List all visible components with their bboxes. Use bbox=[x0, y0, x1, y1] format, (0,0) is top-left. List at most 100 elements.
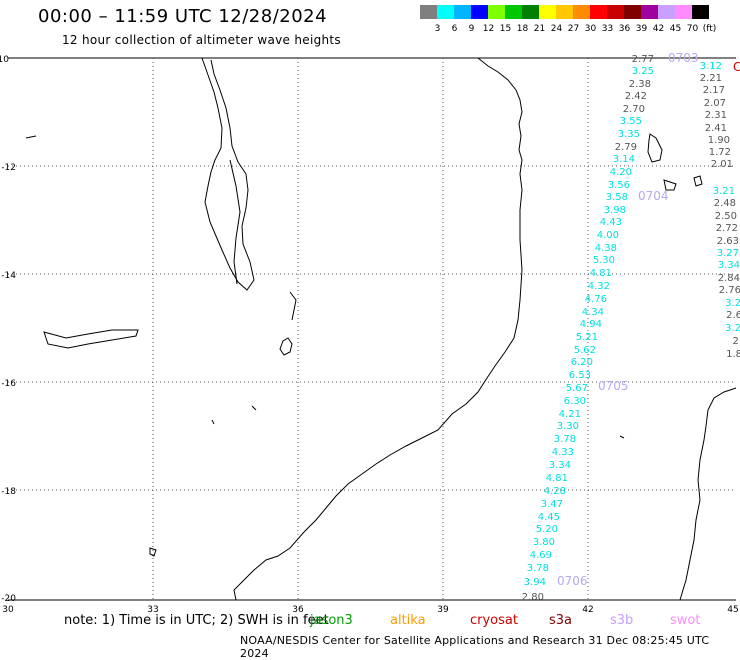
comoros-island-small bbox=[663, 179, 677, 191]
scale-label: 3 bbox=[434, 24, 441, 34]
swh-value: 2.01 bbox=[711, 159, 733, 170]
swh-value: 4.81 bbox=[546, 473, 568, 484]
swh-value: 3.80 bbox=[533, 537, 555, 548]
swh-value: 4.94 bbox=[580, 319, 602, 330]
scale-swatch bbox=[692, 5, 709, 19]
scale-swatch bbox=[675, 5, 692, 19]
swh-value: 4.34 bbox=[582, 307, 604, 318]
swh-value: 5.21 bbox=[576, 332, 598, 343]
swh-value: 4.45 bbox=[538, 512, 560, 523]
swh-value: 3.2 bbox=[725, 298, 740, 309]
lake-chilwa bbox=[279, 337, 293, 356]
lat-label: -20 bbox=[1, 594, 16, 604]
scale-label: 70 bbox=[686, 24, 699, 34]
scale-swatch bbox=[437, 5, 454, 19]
swh-value: 3.78 bbox=[554, 434, 576, 445]
swh-value: 6.53 bbox=[569, 370, 591, 381]
scale-label: 24 bbox=[550, 24, 563, 34]
track-gray-east: 2.21 2.17 2.07 2.31 2.41 1.90 1.72 2.01 … bbox=[700, 73, 740, 360]
pass-label: 0705 bbox=[598, 379, 629, 393]
pass-label: 0703 bbox=[668, 51, 699, 65]
swh-value: 5.20 bbox=[536, 524, 558, 535]
scale-label: 39 bbox=[635, 24, 648, 34]
lon-label: 36 bbox=[292, 605, 304, 615]
scale-swatch bbox=[624, 5, 641, 19]
swh-value: 1.8 bbox=[726, 349, 740, 360]
swh-value: 2.6 bbox=[726, 310, 740, 321]
lon-label: 39 bbox=[437, 605, 449, 615]
swh-value: 3.25 bbox=[632, 66, 654, 77]
lat-label: -18 bbox=[1, 487, 16, 497]
scale-label: (ft) bbox=[702, 24, 717, 34]
scale-label: 27 bbox=[567, 24, 580, 34]
madagascar-coast bbox=[679, 387, 737, 601]
satellite-legend-jason3: jason3 bbox=[310, 613, 353, 628]
swh-value: 4.00 bbox=[597, 230, 619, 241]
swh-value: 2.48 bbox=[714, 198, 736, 209]
scale-swatch bbox=[607, 5, 624, 19]
track-cyan-main: 3.25 3.55 3.35 3.14 4.20 3.56 3.58 3.98 … bbox=[524, 66, 654, 588]
swh-value: 2.76 bbox=[719, 285, 740, 296]
scale-label: 6 bbox=[451, 24, 458, 34]
scale-swatch bbox=[573, 5, 590, 19]
swh-value: 2. bbox=[732, 336, 740, 347]
comoros-island-large bbox=[647, 133, 663, 163]
swh-value: 5.30 bbox=[593, 255, 615, 266]
satellite-legend-altika: altika bbox=[390, 613, 426, 628]
swh-value: 3.27 bbox=[717, 248, 739, 259]
swh-value: 2.31 bbox=[705, 110, 727, 121]
pass-label: 0706 bbox=[557, 574, 588, 588]
swh-value: 4.20 bbox=[610, 167, 632, 178]
lake-malawi-outline bbox=[201, 57, 255, 291]
scale-label: 33 bbox=[601, 24, 614, 34]
swh-value: 3.14 bbox=[613, 154, 635, 165]
scale-swatch bbox=[658, 5, 675, 19]
swh-value: 2.84 bbox=[718, 273, 740, 284]
swh-value: 4.38 bbox=[595, 243, 617, 254]
lat-axis-labels: -10 -12 -14 -16 -18 -20 bbox=[0, 55, 16, 604]
scale-swatch bbox=[522, 5, 539, 19]
map-subtitle: 12 hour collection of altimeter wave hei… bbox=[62, 33, 341, 47]
pass-labels: 0703 0704 0705 0706 bbox=[557, 51, 699, 588]
footer-note: note: 1) Time is in UTC; 2) SWH is in fe… bbox=[64, 613, 329, 628]
swh-value: 3.47 bbox=[541, 499, 563, 510]
scale-swatch bbox=[590, 5, 607, 19]
map-title: 00:00 – 11:59 UTC 12/28/2024 bbox=[38, 6, 328, 27]
swh-value: 4.76 bbox=[585, 294, 607, 305]
scale-label: 30 bbox=[584, 24, 597, 34]
swh-value: 2.80 bbox=[522, 592, 544, 603]
swh-value: 4.81 bbox=[590, 268, 612, 279]
swh-value: 3.98 bbox=[604, 205, 626, 216]
swh-value: 3.2 bbox=[725, 323, 740, 334]
small-island-1 bbox=[149, 547, 157, 557]
swh-value: 2.17 bbox=[703, 85, 725, 96]
scale-swatch bbox=[488, 5, 505, 19]
swh-value: 3.35 bbox=[618, 129, 640, 140]
scale-swatch bbox=[454, 5, 471, 19]
coastlines bbox=[25, 57, 737, 601]
lake-malawi-west-shore bbox=[229, 159, 241, 285]
scale-swatch bbox=[505, 5, 522, 19]
swh-value: 4.43 bbox=[600, 217, 622, 228]
swh-value: 2.21 bbox=[700, 73, 722, 84]
lake-mweru-shore bbox=[43, 329, 139, 349]
swh-value: 2.63 bbox=[717, 236, 739, 247]
scale-swatch bbox=[420, 5, 437, 19]
satellite-legend-s3a: s3a bbox=[549, 613, 573, 628]
scale-label: 12 bbox=[482, 24, 495, 34]
lat-label: -16 bbox=[1, 379, 16, 389]
edge-label: C bbox=[733, 60, 740, 74]
swh-value: 5.67 bbox=[566, 383, 588, 394]
lat-label: -10 bbox=[0, 55, 9, 65]
track-gray-west: 2.77 2.38 2.42 2.70 2.79 2.80 bbox=[522, 54, 654, 603]
swh-value: 3.21 bbox=[713, 186, 735, 197]
mozambique-coast bbox=[233, 57, 523, 601]
swh-value: 3.34 bbox=[549, 460, 571, 471]
scale-label: 45 bbox=[669, 24, 682, 34]
satellite-legend-s3b: s3b bbox=[610, 613, 634, 628]
satellite-legend-cryosat: cryosat bbox=[470, 613, 518, 628]
track-cyan-east: 3.12 3.21 3.27 3.34 3.2 3.2 bbox=[700, 61, 740, 334]
swh-value: 2.70 bbox=[623, 104, 645, 115]
swh-value: 4.21 bbox=[559, 409, 581, 420]
